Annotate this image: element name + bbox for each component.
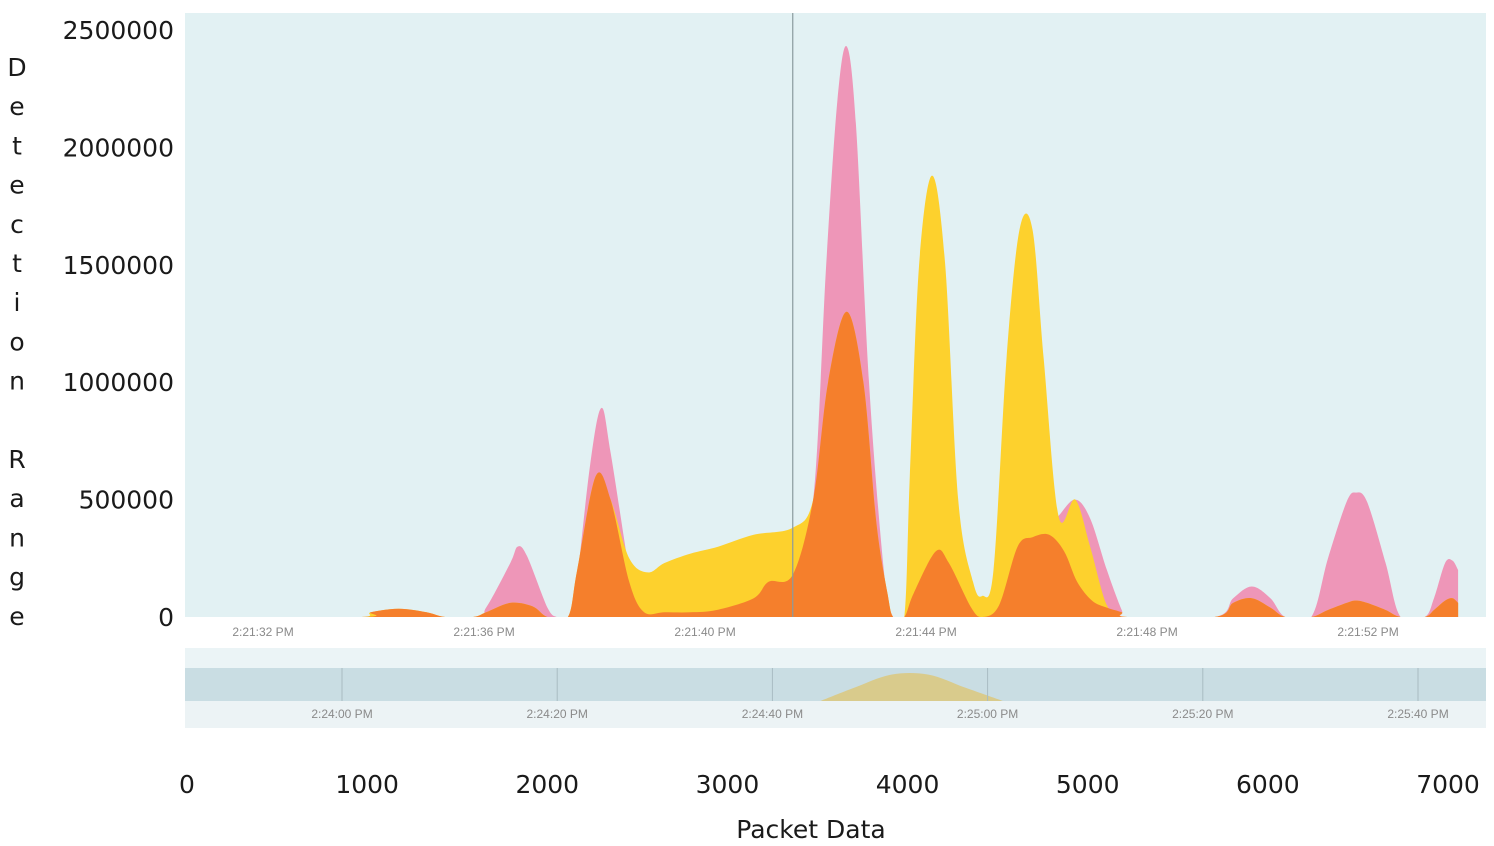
y-axis-title-char: i: [14, 288, 21, 317]
x-axis: 0 1000 2000 3000 4000 5000 6000 7000: [179, 770, 1480, 799]
x-tick-label: 0: [179, 770, 195, 799]
y-axis-title-char: D: [7, 53, 26, 82]
navigator-tick-label: 2:25:00 PM: [957, 707, 1018, 721]
y-tick-label: 1500000: [63, 251, 174, 280]
navigator-layer: [820, 672, 1003, 701]
y-axis-title-char: e: [9, 171, 24, 200]
area-series-3: [185, 311, 1459, 617]
series-layer: [185, 45, 1459, 617]
navigator-tick-label: 2:24:00 PM: [311, 707, 372, 721]
time-axis: 2:21:32 PM 2:21:36 PM 2:21:40 PM 2:21:44 PM…: [232, 625, 1398, 639]
time-tick-label: 2:21:44 PM: [895, 625, 956, 639]
x-tick-label: 1000: [335, 770, 399, 799]
x-tick-label: 3000: [696, 770, 760, 799]
y-axis-title-char: R: [8, 445, 25, 474]
time-tick-label: 2:21:36 PM: [453, 625, 514, 639]
y-axis-title-char: e: [9, 92, 24, 121]
navigator-panel[interactable]: 2:24:00 PM 2:24:20 PM 2:24:40 PM 2:25:00 PM…: [185, 648, 1486, 728]
x-tick-label: 4000: [876, 770, 940, 799]
y-tick-label: 0: [158, 603, 174, 632]
y-axis: 0 500000 1000000 1500000 2000000 2500000: [63, 16, 174, 632]
y-tick-label: 2500000: [63, 16, 174, 45]
y-tick-label: 2000000: [63, 133, 174, 162]
y-axis-title-char: a: [9, 484, 24, 513]
x-axis-title: Packet Data: [736, 815, 885, 844]
y-axis-title-char: n: [9, 367, 25, 396]
navigator-label-strip: [185, 701, 1486, 728]
y-axis-title-char: n: [9, 523, 25, 552]
x-tick-label: 7000: [1416, 770, 1480, 799]
time-axis-band: [185, 617, 1486, 643]
navigator-top-strip: [185, 648, 1486, 668]
x-tick-label: 2000: [515, 770, 579, 799]
y-tick-label: 500000: [79, 486, 174, 515]
time-tick-label: 2:21:52 PM: [1337, 625, 1398, 639]
y-axis-title-char: t: [12, 249, 22, 278]
navigator-time-axis: 2:24:00 PM 2:24:20 PM 2:24:40 PM 2:25:00 PM…: [311, 668, 1449, 721]
y-axis-title-char: e: [9, 602, 24, 631]
time-tick-label: 2:21:32 PM: [232, 625, 293, 639]
time-tick-label: 2:21:40 PM: [674, 625, 735, 639]
navigator-tick-label: 2:24:40 PM: [742, 707, 803, 721]
y-axis-title-char: c: [10, 210, 24, 239]
navigator-tick-label: 2:24:20 PM: [527, 707, 588, 721]
x-tick-label: 6000: [1236, 770, 1300, 799]
x-tick-label: 5000: [1056, 770, 1120, 799]
navigator-area: [820, 672, 1003, 701]
y-axis-title-char: t: [12, 131, 22, 160]
y-axis-title-char: g: [9, 563, 25, 592]
navigator-tick-label: 2:25:20 PM: [1172, 707, 1233, 721]
y-tick-label: 1000000: [63, 368, 174, 397]
y-axis-title-char: o: [9, 327, 24, 356]
time-tick-label: 2:21:48 PM: [1116, 625, 1177, 639]
navigator-tick-label: 2:25:40 PM: [1387, 707, 1448, 721]
